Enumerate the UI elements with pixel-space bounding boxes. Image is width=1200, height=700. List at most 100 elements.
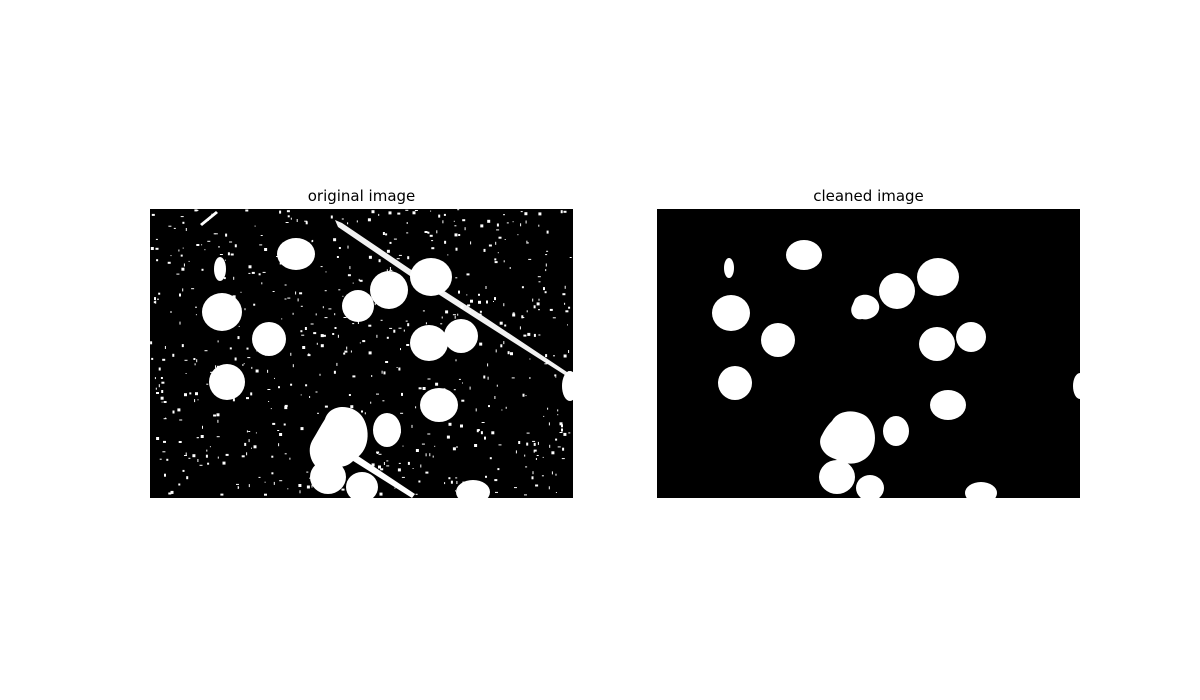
noise-speckle [300, 427, 304, 431]
noise-speckle [522, 317, 525, 318]
noise-speckle [238, 487, 240, 489]
noise-speckle [311, 240, 313, 243]
noise-speckle [184, 359, 188, 361]
noise-speckle [300, 305, 303, 307]
noise-speckle [422, 310, 425, 312]
noise-speckle [217, 340, 219, 343]
noise-speckle [446, 435, 450, 439]
noise-speckle [524, 494, 527, 496]
noise-speckle [415, 449, 419, 452]
noise-speckle [225, 453, 229, 456]
noise-speckle [495, 349, 497, 353]
noise-speckle [510, 352, 513, 356]
blob [346, 472, 378, 498]
noise-speckle [240, 291, 242, 293]
noise-speckle [386, 465, 390, 467]
noise-speckle [455, 477, 458, 479]
noise-speckle [168, 492, 172, 495]
noise-speckle [316, 342, 318, 345]
noise-speckle [435, 382, 439, 386]
noise-speckle [247, 357, 251, 359]
noise-speckle [290, 383, 293, 386]
noise-speckle [448, 477, 451, 480]
noise-speckle [185, 228, 187, 231]
noise-speckle [287, 297, 291, 299]
noise-speckle [298, 484, 302, 487]
noise-speckle [154, 377, 156, 380]
noise-speckle [414, 210, 418, 211]
noise-speckle [394, 487, 396, 489]
noise-speckle [412, 468, 414, 469]
noise-speckle [537, 441, 539, 445]
blob [277, 238, 315, 270]
noise-speckle [172, 353, 175, 357]
noise-speckle [162, 358, 166, 361]
noise-speckle [156, 259, 159, 262]
noise-speckle [184, 455, 187, 456]
noise-speckle [371, 210, 375, 214]
noise-speckle [359, 279, 363, 282]
blob [819, 460, 855, 494]
noise-speckle [545, 354, 548, 358]
blob [879, 273, 915, 309]
blob [820, 411, 875, 464]
noise-speckle [229, 347, 232, 350]
noise-speckle [533, 450, 535, 453]
noise-speckle [362, 340, 366, 343]
noise-speckle [548, 486, 550, 490]
noise-speckle [411, 424, 413, 428]
noise-speckle [470, 241, 472, 245]
noise-speckle [343, 352, 346, 355]
noise-speckle [324, 290, 327, 292]
noise-speckle [454, 315, 456, 319]
noise-speckle [182, 247, 184, 249]
noise-speckle [401, 392, 403, 396]
noise-speckle [217, 419, 219, 423]
noise-speckle [193, 358, 196, 360]
noise-speckle [396, 367, 398, 368]
noise-speckle [466, 294, 468, 296]
noise-speckle [415, 406, 417, 409]
noise-speckle [151, 357, 154, 360]
blob [956, 322, 986, 352]
noise-speckle [562, 293, 566, 296]
noise-speckle [322, 334, 326, 337]
noise-speckle [338, 289, 341, 291]
noise-speckle [538, 281, 541, 283]
noise-speckle [292, 312, 294, 315]
noise-speckle [199, 464, 203, 466]
noise-speckle [338, 247, 341, 249]
noise-speckle [545, 254, 548, 256]
noise-speckle [429, 234, 433, 237]
noise-speckle [271, 455, 274, 458]
noise-speckle [541, 475, 544, 477]
noise-speckle [284, 406, 288, 410]
noise-speckle [396, 258, 400, 260]
noise-speckle [202, 425, 203, 429]
noise-speckle [438, 214, 441, 218]
noise-speckle [258, 273, 261, 276]
noise-speckle [519, 326, 521, 330]
noise-speckle [504, 239, 506, 240]
noise-speckle [341, 488, 345, 491]
noise-speckle [542, 456, 544, 458]
noise-speckle [406, 344, 410, 346]
noise-speckle [261, 282, 263, 285]
noise-speckle [546, 230, 549, 234]
noise-speckle [370, 401, 372, 404]
noise-speckle [443, 213, 446, 216]
noise-speckle [285, 222, 289, 223]
noise-speckle [515, 450, 517, 454]
noise-speckle [192, 454, 196, 458]
noise-speckle [186, 476, 189, 480]
noise-speckle [272, 291, 275, 292]
noise-speckle [466, 273, 470, 276]
noise-speckle [389, 241, 392, 244]
noise-speckle [290, 352, 292, 356]
noise-speckle [532, 298, 534, 302]
noise-speckle [526, 240, 528, 244]
original-image-panel [150, 209, 573, 498]
noise-speckle [299, 490, 301, 494]
noise-speckle [232, 398, 235, 402]
noise-speckle [544, 291, 547, 294]
